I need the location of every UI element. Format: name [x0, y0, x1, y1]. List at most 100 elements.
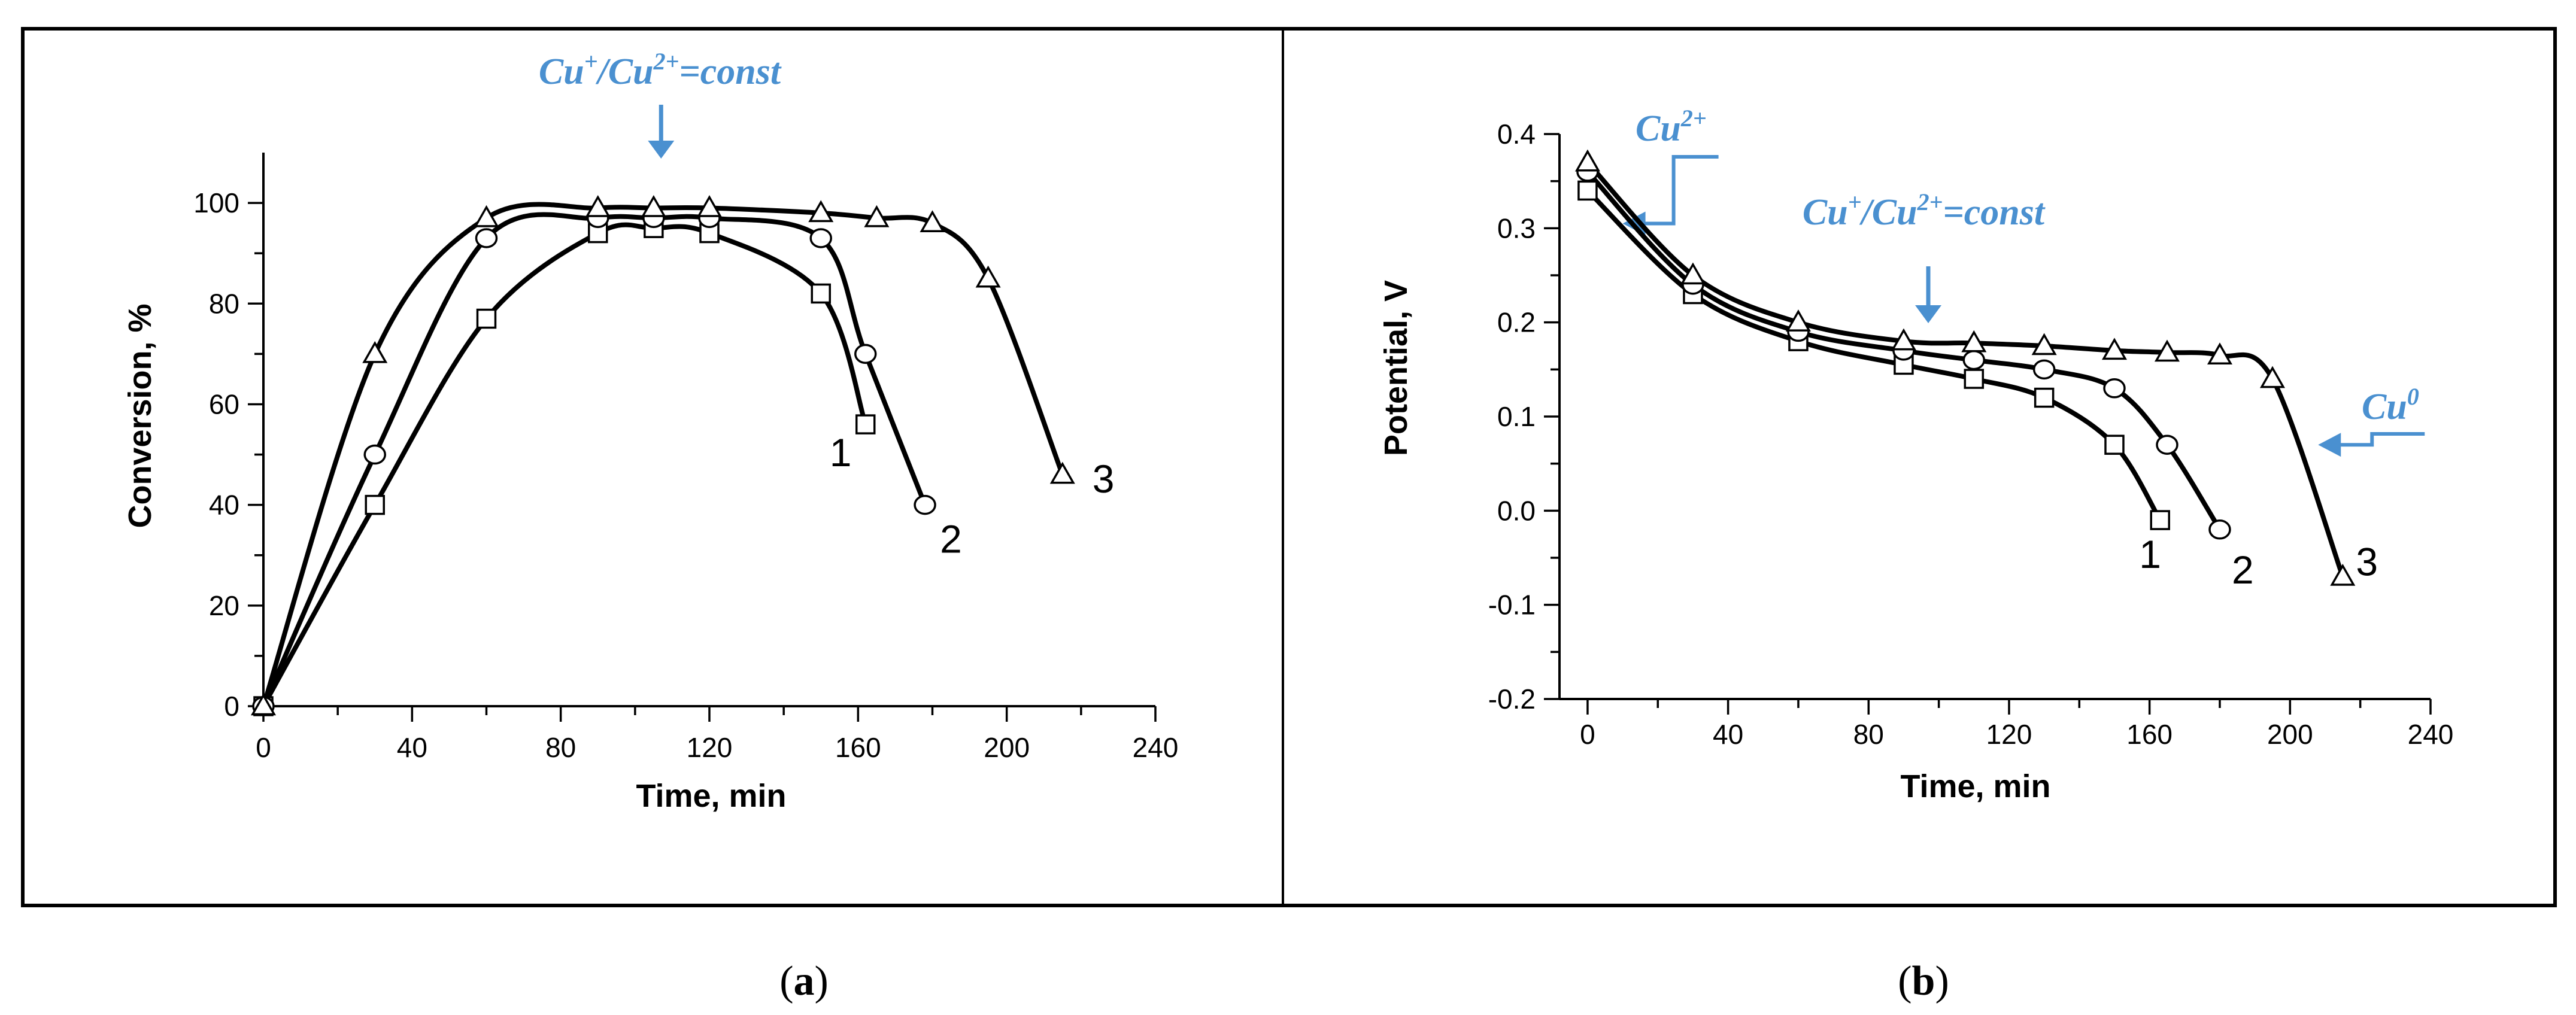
arrow-left-icon: [1622, 155, 1719, 236]
y-tick-label: 80: [209, 288, 239, 319]
data-point-3: [2154, 339, 2180, 362]
series-line-1: [1585, 188, 2163, 523]
axes: 0 40 80 120 160 200 240 0 20 40 60 80 100: [193, 153, 1178, 763]
data-point-3: [920, 210, 945, 232]
x-axis-label: Time, min: [1900, 768, 2050, 804]
y-tick-label: -0.1: [1488, 589, 1536, 621]
series-label-3: 3: [2356, 539, 2378, 584]
panel-a-label: (a): [779, 958, 829, 1004]
arrow-down-icon: [648, 105, 675, 159]
data-point-3: [1680, 262, 1706, 285]
series-markers: [250, 195, 1075, 716]
data-point-1: [2104, 434, 2125, 455]
panel-b: (b) Time, min Potential, V Cu2+ Cu+/Cu2+…: [1378, 105, 2453, 1004]
x-tick-label: 0: [1580, 719, 1595, 750]
cu0-annotation: Cu0: [2362, 383, 2419, 427]
y-tick-label: 0.0: [1497, 495, 1536, 526]
series-line-3: [1585, 160, 2346, 579]
arrow-down-icon: [1915, 266, 1942, 323]
series-markers: [1574, 149, 2356, 586]
data-point-1: [811, 283, 831, 304]
figure-border: [21, 27, 2557, 907]
y-tick-label: 20: [209, 590, 239, 621]
data-point-2: [914, 494, 936, 515]
arrow-left-icon: [2318, 432, 2425, 457]
y-axis-label: Potential, V: [1378, 280, 1414, 456]
data-point-3: [2207, 342, 2232, 364]
data-point-2: [2103, 378, 2126, 399]
series-label-2: 2: [2232, 548, 2254, 592]
y-tick-label: 0.4: [1497, 118, 1536, 150]
data-point-3: [2330, 563, 2356, 586]
x-axis-label: Time, min: [636, 778, 786, 814]
data-point-2: [2208, 519, 2231, 540]
data-point-1: [365, 494, 385, 515]
data-point-3: [696, 195, 723, 217]
data-point-2: [2032, 359, 2056, 380]
cu2-annotation: Cu2+: [1636, 105, 1707, 149]
series-label-2: 2: [940, 517, 962, 561]
data-point-1: [476, 308, 497, 329]
series-label-1: 1: [830, 430, 852, 475]
data-point-3: [2101, 338, 2127, 360]
data-point-3: [1574, 149, 1600, 172]
cu-ratio-annotation: Cu+/Cu2+=const: [1803, 189, 2046, 233]
data-point-3: [362, 341, 388, 363]
data-point-3: [641, 195, 666, 217]
x-tick-label: 80: [1853, 719, 1884, 750]
y-tick-label: 0.1: [1497, 401, 1536, 432]
series-labels: 1 2 3: [830, 430, 1115, 561]
data-point-3: [474, 205, 499, 227]
series-line-1: [261, 222, 868, 709]
data-point-2: [809, 228, 832, 248]
x-tick-label: 240: [2408, 719, 2454, 750]
data-point-3: [585, 195, 611, 217]
series-label-1: 1: [2139, 532, 2161, 576]
x-tick-label: 160: [2126, 719, 2173, 750]
data-point-3: [2259, 366, 2286, 388]
data-point-3: [808, 200, 834, 223]
data-point-2: [854, 344, 877, 364]
y-axis-label: Conversion, %: [122, 303, 158, 528]
x-tick-label: 160: [835, 732, 881, 763]
data-point-1: [855, 414, 876, 434]
panel-a: (a) Time, min Conversion, % Cu+/Cu2+=con…: [122, 48, 1178, 1004]
y-tick-label: 0.2: [1497, 307, 1536, 338]
x-tick-label: 240: [1133, 732, 1179, 763]
series-label-3: 3: [1093, 457, 1115, 501]
x-tick-label: 200: [984, 732, 1030, 763]
data-point-3: [864, 205, 890, 227]
x-tick-label: 120: [687, 732, 733, 763]
data-point-3: [1785, 309, 1811, 332]
y-tick-label: 40: [209, 490, 239, 521]
data-point-1: [1964, 369, 1985, 389]
panel-b-label: (b): [1898, 958, 1949, 1004]
data-point-3: [250, 693, 277, 716]
x-tick-label: 40: [1713, 719, 1743, 750]
axes: 0 40 80 120 160 200 240 -0.2 -0.1 0.0 0.1 0.2 0.3 0.4: [1488, 118, 2454, 750]
x-tick-label: 80: [545, 732, 576, 763]
data-point-1: [2150, 510, 2170, 530]
x-tick-label: 40: [397, 732, 427, 763]
y-tick-label: 0: [224, 691, 239, 722]
y-tick-label: 100: [193, 187, 239, 218]
annotation-arrow-icon: [648, 105, 675, 159]
data-point-1: [1577, 180, 1598, 201]
data-point-3: [1891, 328, 1916, 351]
data-point-3: [1049, 461, 1075, 484]
y-tick-label: 0.3: [1497, 212, 1536, 244]
data-point-3: [975, 265, 1001, 288]
data-point-3: [2031, 333, 2057, 355]
x-tick-label: 120: [1986, 719, 2032, 750]
y-tick-label: 60: [209, 388, 239, 420]
series-labels: 1 2 3: [2139, 532, 2378, 592]
data-point-2: [363, 444, 386, 465]
x-tick-label: 200: [2267, 719, 2313, 750]
y-tick-label: -0.2: [1488, 683, 1536, 715]
x-tick-label: 0: [256, 732, 271, 763]
data-point-2: [1962, 350, 1986, 370]
cu-ratio-annotation: Cu+/Cu2+=const: [539, 48, 782, 92]
data-point-3: [1961, 330, 1987, 352]
